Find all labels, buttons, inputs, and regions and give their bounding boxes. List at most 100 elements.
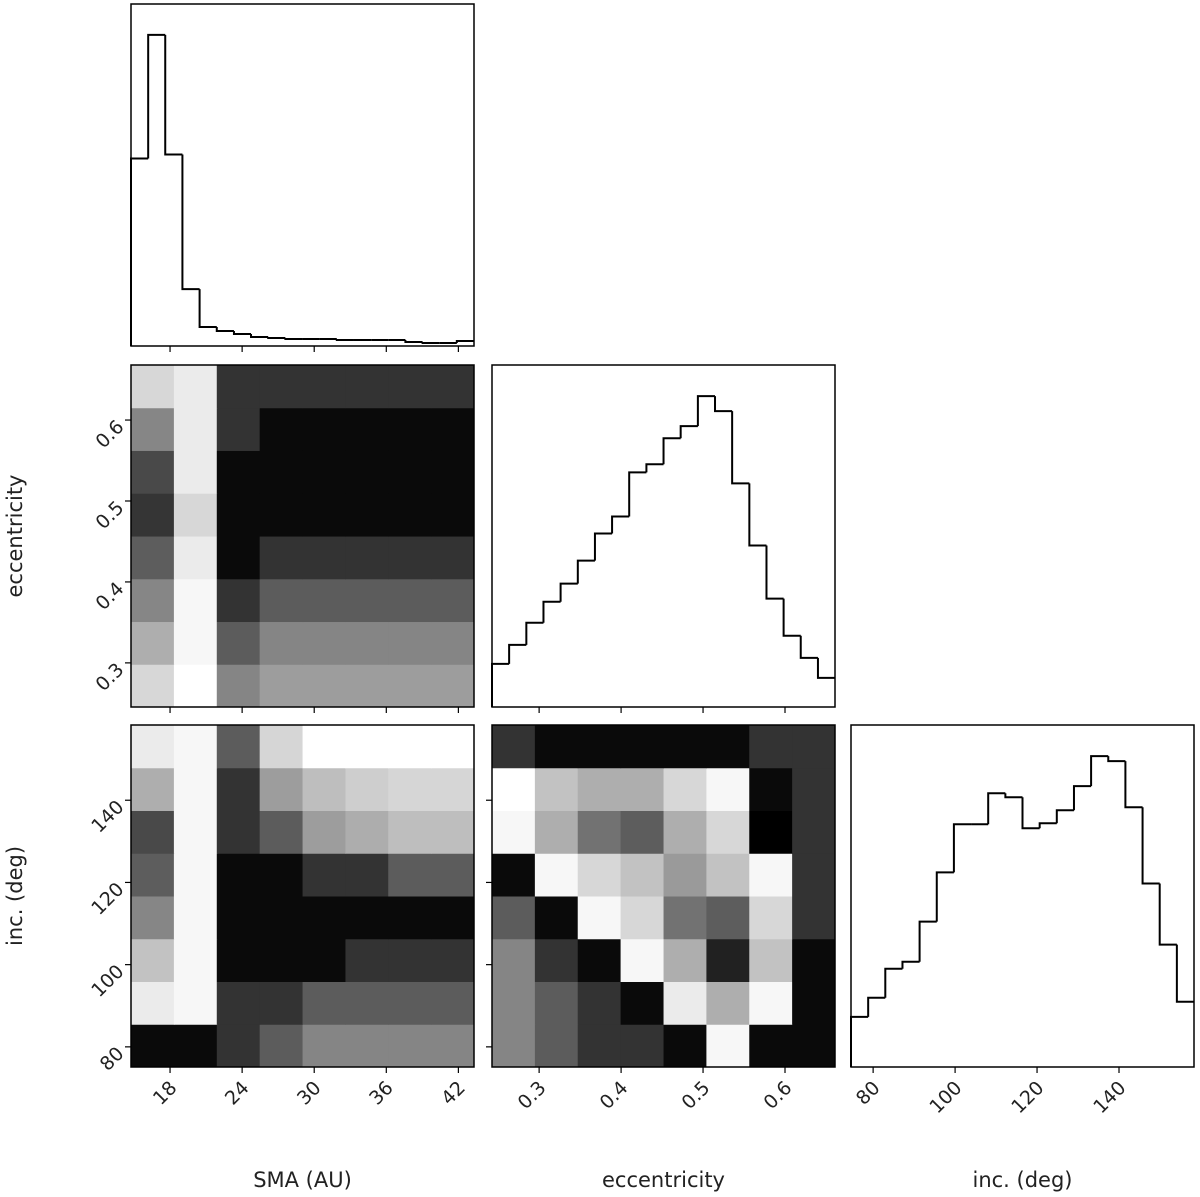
density-cell: [663, 853, 707, 897]
density-cell: [302, 938, 346, 982]
hist-bin: [645, 463, 664, 473]
density-cell: [345, 938, 389, 982]
density-cell: [749, 981, 793, 1025]
density-cell: [345, 493, 389, 537]
panel-frame: [130, 724, 475, 1068]
hist-bin: [576, 559, 595, 584]
density-cell: [431, 938, 475, 982]
hist-bin: [765, 545, 784, 600]
hist-bin: [1124, 761, 1143, 809]
density-cell: [534, 853, 579, 897]
density-cell: [620, 853, 665, 897]
density-cell: [792, 767, 836, 811]
density-cell: [620, 1024, 665, 1068]
density-cell: [216, 767, 261, 811]
density-cell: [388, 853, 432, 897]
density-cell: [345, 725, 389, 769]
x-tick-label: 0.5: [678, 1077, 715, 1114]
density-cell: [302, 450, 346, 494]
density-cell: [620, 767, 665, 811]
density-cell: [131, 810, 175, 854]
hist-bin: [628, 471, 647, 517]
density-cell: [492, 767, 536, 811]
density-cell: [749, 896, 793, 940]
density-cell: [431, 896, 475, 940]
density-cell: [663, 725, 707, 769]
density-cell: [302, 981, 346, 1025]
density-cell: [345, 407, 389, 451]
hist-bin: [559, 582, 578, 602]
density-cell: [216, 725, 261, 769]
x-tick-label: 36: [365, 1077, 398, 1110]
hist-bin: [748, 483, 767, 547]
density-cell: [663, 810, 707, 854]
density-cell: [388, 621, 432, 665]
density-cell: [345, 767, 389, 811]
density-cell: [302, 1024, 346, 1068]
hist-bin: [1055, 809, 1074, 824]
density-cell: [706, 1024, 750, 1068]
x-tick-label: 18: [149, 1077, 182, 1110]
density-cell: [431, 767, 475, 811]
density-cell: [131, 621, 175, 665]
density-cell: [388, 725, 432, 769]
density-cell: [259, 664, 304, 708]
density-cell: [131, 578, 175, 623]
density-cell: [492, 896, 536, 940]
density-cell: [173, 407, 218, 451]
x-tick-label: 42: [437, 1077, 470, 1110]
density-cell: [173, 767, 218, 811]
density-cell: [577, 725, 622, 769]
density-cell: [534, 896, 579, 940]
density-cell: [577, 1024, 622, 1068]
density-cell: [131, 767, 175, 811]
density-cell: [259, 493, 304, 537]
density-cell: [345, 896, 389, 940]
density-cell: [302, 493, 346, 537]
hist-bin: [1090, 755, 1109, 787]
x-tick-label: 0.3: [514, 1077, 551, 1114]
density-cell: [131, 725, 175, 769]
density-cell: [302, 578, 346, 623]
hist-bin: [491, 662, 510, 707]
y-tick-label: 120: [87, 878, 128, 919]
density-cell: [577, 767, 622, 811]
x-axis-label: inc. (deg): [972, 1168, 1072, 1192]
hist-bin: [714, 396, 733, 413]
density-cell: [259, 938, 304, 982]
hist-bin: [164, 34, 183, 156]
density-cell: [259, 621, 304, 665]
y-tick-label: 0.6: [92, 416, 129, 453]
x-axis-label: SMA (AU): [253, 1168, 352, 1192]
density-cell: [131, 981, 175, 1025]
density-cell: [345, 981, 389, 1025]
hist-bin: [1175, 944, 1194, 1003]
x-tick-label: 120: [1007, 1077, 1048, 1118]
density-cell: [173, 1024, 218, 1068]
density-cell: [388, 578, 432, 623]
density-cell: [259, 810, 304, 854]
density-cell: [577, 981, 622, 1025]
density-cell: [749, 1024, 793, 1068]
density-cell: [792, 725, 836, 769]
density-cell: [534, 767, 579, 811]
density-cell: [345, 664, 389, 708]
density-cell: [173, 853, 218, 897]
density-cell: [431, 450, 475, 494]
density-cell: [492, 938, 536, 982]
hist-bin: [696, 395, 716, 427]
density-cell: [534, 725, 579, 769]
density-cell: [259, 1024, 304, 1068]
density-cell: [216, 365, 261, 409]
density-cell: [792, 853, 836, 897]
density-cell: [577, 896, 622, 940]
density-cell: [663, 767, 707, 811]
hist-bin: [1021, 797, 1040, 830]
hist-bin: [542, 600, 561, 623]
panel-frame: [491, 364, 836, 708]
density-cell: [749, 810, 793, 854]
density-cell: [216, 938, 261, 982]
density-cell: [792, 896, 836, 940]
density-cell: [577, 810, 622, 854]
hist-bin: [215, 327, 234, 333]
